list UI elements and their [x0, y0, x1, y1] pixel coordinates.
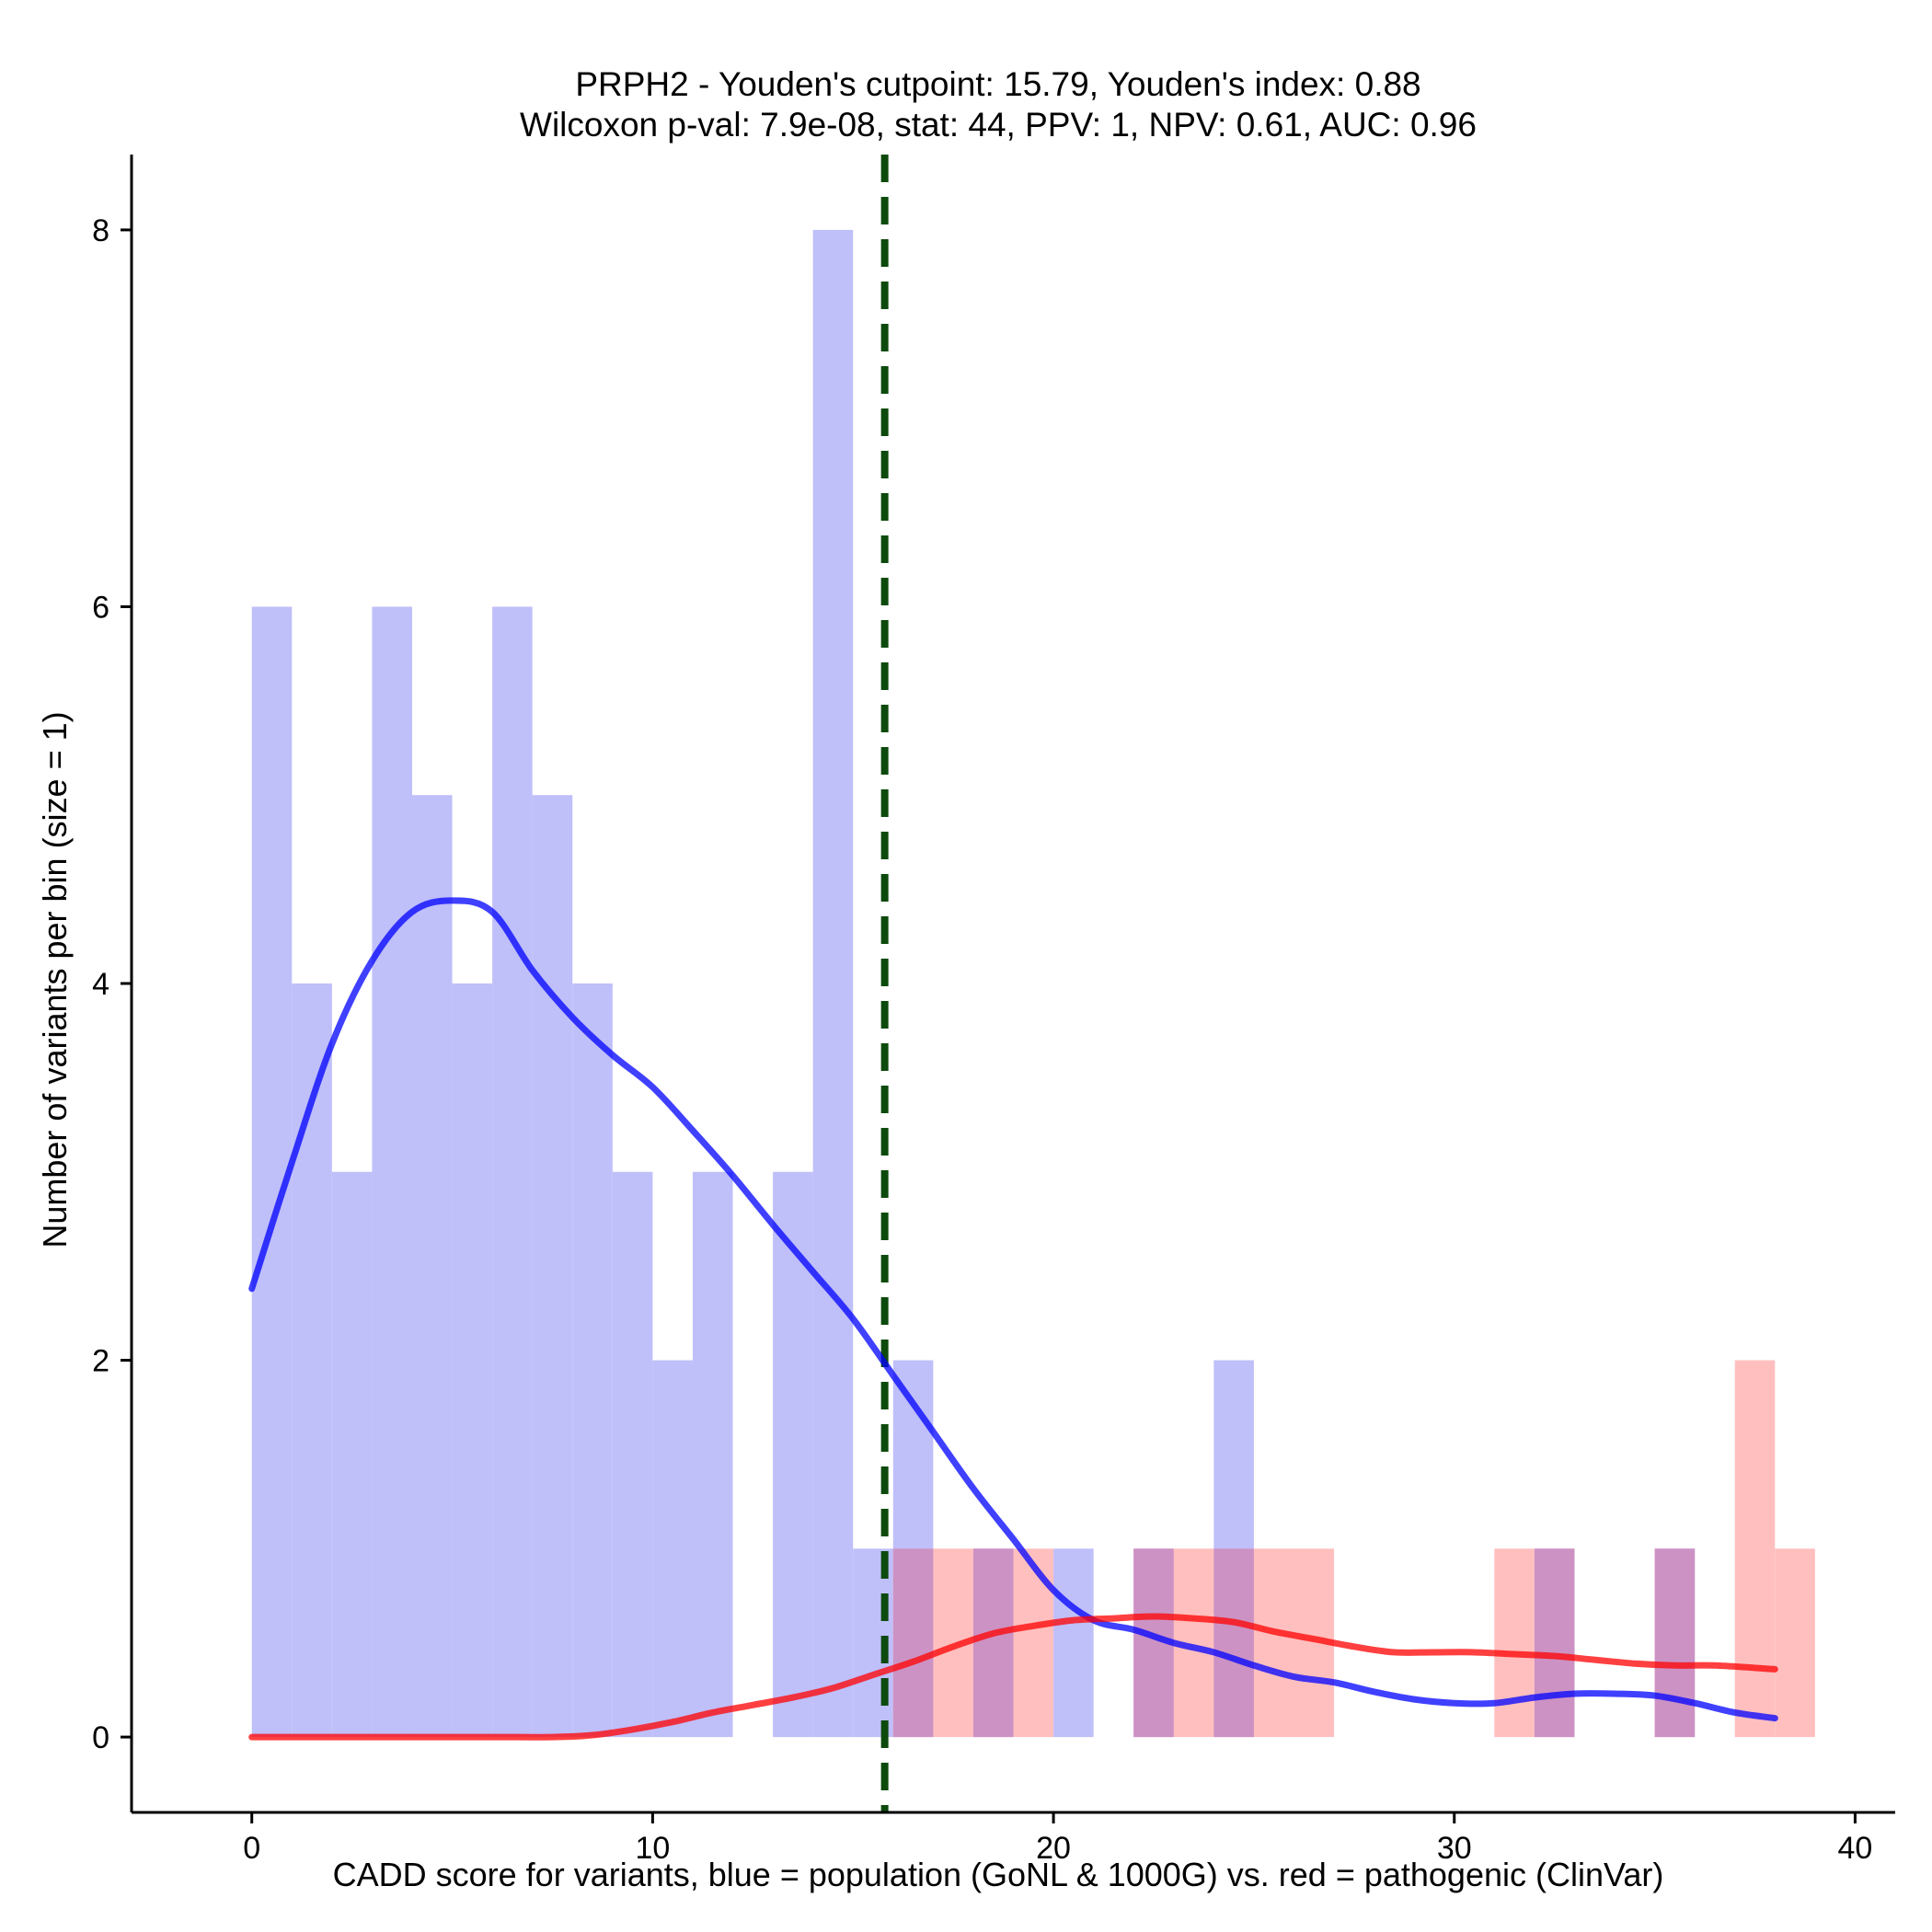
pathogenic-bar-38	[1775, 1548, 1815, 1738]
population-bar-11	[692, 1171, 733, 1738]
y-tick-label: 6	[92, 590, 109, 625]
overlap-bar-32	[1534, 1548, 1575, 1738]
population-density-line	[248, 897, 1778, 1722]
y-tick-label: 8	[92, 213, 109, 248]
x-axis-label: CADD score for variants, blue = populati…	[333, 1856, 1664, 1893]
chart-title-line1: PRPH2 - Youden's cutpoint: 15.79, Youden…	[575, 65, 1420, 103]
x-tick-label: 10	[635, 1831, 670, 1866]
overlap-bar-18	[972, 1548, 1014, 1738]
population-bar-6	[492, 606, 533, 1738]
x-tick-label: 20	[1036, 1831, 1071, 1866]
y-axis-ticks: 0 2 4 6 8	[92, 213, 132, 1755]
pathogenic-density-line	[248, 1613, 1778, 1741]
population-bar-14	[812, 229, 854, 1738]
population-bar-3	[372, 606, 412, 1738]
population-bar-0	[251, 606, 293, 1738]
histogram-bars	[251, 229, 1815, 1738]
overlap-bar-35	[1654, 1548, 1696, 1738]
population-bar-13	[773, 1171, 813, 1738]
population-bar-9	[612, 1171, 653, 1738]
y-tick-label: 2	[92, 1344, 109, 1379]
x-tick-label: 30	[1437, 1831, 1472, 1866]
pathogenic-bar-37	[1734, 1360, 1776, 1738]
population-bar-10	[652, 1360, 693, 1738]
chart-title-line2: Wilcoxon p-val: 7.9e-08, stat: 44, PPV: …	[520, 106, 1477, 144]
x-tick-label: 40	[1838, 1831, 1873, 1866]
pathogenic-bar-31	[1494, 1548, 1535, 1738]
y-axis-label: Number of variants per bin (size = 1)	[36, 711, 74, 1248]
x-tick-label: 0	[243, 1831, 260, 1866]
population-bar-8	[572, 983, 613, 1738]
population-bar-4	[411, 795, 453, 1738]
axes: 0 10 20 30 40 0 2 4 6 8	[92, 155, 1895, 1866]
y-tick-label: 4	[92, 967, 109, 1002]
population-bar-7	[532, 795, 573, 1738]
population-bar-2	[331, 1171, 373, 1738]
x-axis-ticks: 0 10 20 30 40	[243, 1812, 1872, 1866]
population-bar-5	[452, 983, 493, 1738]
overlap-bar-16	[892, 1548, 934, 1738]
y-tick-label: 0	[92, 1720, 109, 1755]
population-bar-20	[1053, 1548, 1094, 1738]
pathogenic-bar-19	[1013, 1548, 1054, 1738]
overlap-bar-24	[1213, 1548, 1254, 1738]
pathogenic-bar-25	[1253, 1548, 1294, 1738]
density-curves	[248, 897, 1778, 1741]
